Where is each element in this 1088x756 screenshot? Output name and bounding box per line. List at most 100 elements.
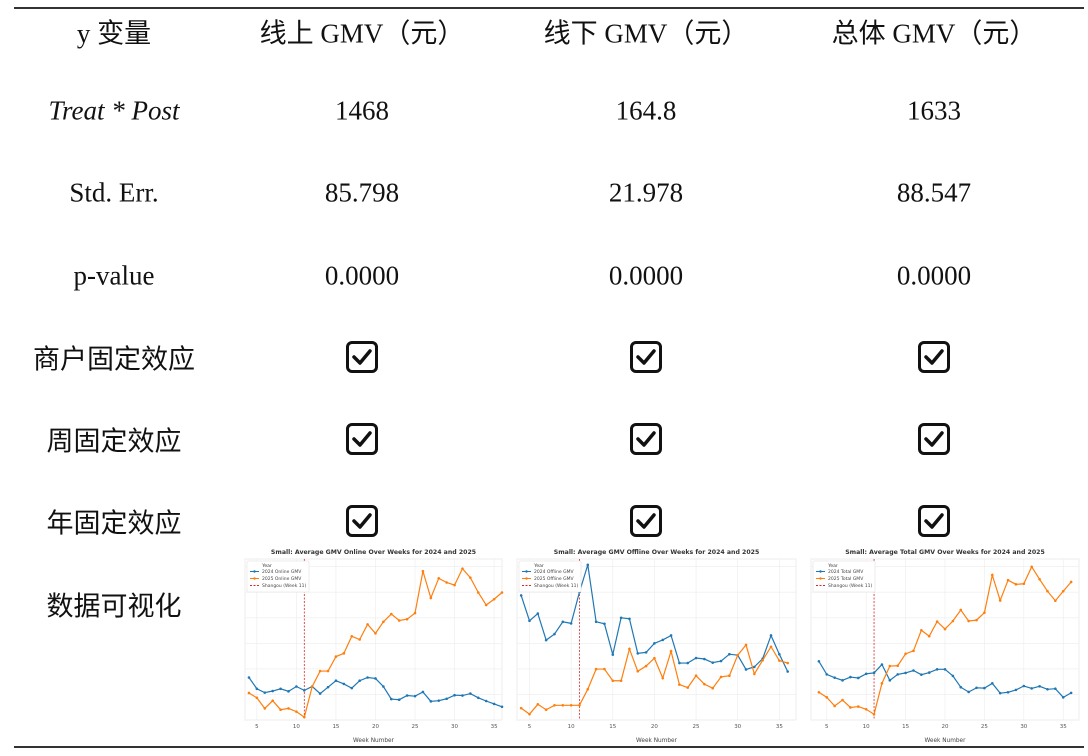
data-point	[358, 679, 361, 683]
data-point	[578, 704, 581, 707]
data-point	[619, 679, 623, 683]
data-point	[469, 692, 472, 695]
row-label: 数据可视化	[46, 591, 182, 622]
data-point	[661, 638, 665, 642]
data-point	[636, 652, 640, 655]
data-point	[318, 692, 322, 695]
data-point	[943, 627, 947, 631]
legend-box	[246, 560, 310, 593]
data-point	[644, 651, 648, 654]
data-point	[279, 687, 282, 691]
data-point	[569, 704, 573, 707]
data-point	[350, 686, 354, 690]
table-cell: 1468	[335, 95, 389, 126]
data-point	[753, 665, 756, 669]
data-point	[603, 667, 606, 671]
table-cell: 164.8	[615, 95, 677, 126]
data-point	[1069, 691, 1073, 695]
data-point	[544, 708, 548, 712]
checked-checkbox-icon	[918, 423, 950, 455]
data-point	[744, 668, 748, 671]
data-point	[951, 619, 955, 623]
data-point	[1014, 688, 1018, 692]
data-point	[263, 707, 267, 710]
data-point	[295, 685, 298, 688]
data-point	[453, 583, 456, 587]
data-point	[912, 669, 915, 672]
data-point	[864, 707, 868, 711]
data-point	[561, 620, 565, 624]
data-point	[445, 697, 448, 701]
data-point	[711, 661, 715, 664]
x-tick-label: 5	[825, 724, 829, 730]
data-point	[880, 682, 884, 685]
data-point	[476, 591, 480, 594]
x-axis-label: Week Number	[353, 738, 395, 744]
legend-label: 2025 Online GMV	[262, 576, 302, 582]
data-point	[263, 691, 267, 694]
data-point	[1022, 582, 1026, 586]
x-tick-label: 25	[981, 724, 988, 730]
data-point	[711, 686, 715, 690]
data-point	[628, 647, 631, 651]
data-point	[492, 597, 496, 601]
data-point	[896, 664, 900, 668]
data-point	[1054, 599, 1057, 603]
row-label: 周固定效应	[46, 426, 182, 457]
x-tick-label: 20	[651, 724, 658, 730]
data-point	[295, 710, 298, 713]
chart-title: Small: Average GMV Online Over Weeks for…	[271, 549, 476, 556]
table-cell: 0.0000	[896, 260, 972, 291]
data-point	[849, 706, 852, 709]
data-point	[904, 671, 907, 675]
data-point	[382, 620, 385, 624]
x-axis-label: Week Number	[924, 738, 966, 744]
line-chart: Small: Average Total GMV Over Weeks for …	[810, 549, 1080, 744]
data-point	[1061, 696, 1065, 699]
data-point	[856, 676, 860, 680]
legend-label: Shangou (Week 11)	[828, 583, 872, 589]
data-point	[703, 657, 706, 661]
column-header: 线上 GMV（元）	[259, 18, 465, 49]
table-cell: 0.0000	[324, 260, 400, 291]
data-point	[437, 699, 441, 702]
legend-box	[518, 560, 582, 593]
data-point	[619, 616, 623, 620]
data-point	[778, 659, 781, 662]
data-point	[959, 608, 963, 612]
data-point	[975, 686, 978, 690]
data-point	[484, 603, 488, 607]
data-point	[983, 686, 986, 690]
data-point	[686, 661, 690, 665]
data-point	[528, 712, 531, 716]
checked-checkbox-icon	[346, 341, 378, 373]
data-point	[778, 652, 781, 656]
data-point	[661, 676, 665, 680]
table-cell: 88.547	[896, 177, 972, 208]
chart-total-gmv: Small: Average Total GMV Over Weeks for …	[807, 545, 1082, 745]
data-point	[1014, 583, 1018, 586]
data-point	[990, 682, 994, 685]
data-point	[653, 642, 656, 645]
data-point	[334, 679, 338, 683]
x-axis-label: Week Number	[636, 738, 678, 744]
legend-marker	[525, 577, 528, 580]
legend-label: 2025 Offline GMV	[534, 576, 574, 582]
data-point	[896, 673, 900, 676]
row-label: Std. Err.	[69, 177, 159, 208]
data-point	[429, 596, 433, 600]
data-point	[461, 694, 464, 697]
legend-marker	[819, 570, 822, 573]
data-point	[374, 677, 377, 680]
data-point	[694, 656, 698, 660]
data-point	[519, 706, 523, 710]
x-tick-label: 25	[412, 724, 419, 730]
data-point	[841, 679, 844, 682]
data-point	[833, 676, 836, 679]
data-point	[429, 700, 433, 703]
data-point	[1061, 589, 1065, 593]
legend-label: 2025 Total GMV	[828, 576, 864, 582]
data-point	[500, 591, 504, 594]
legend-label: 2024 Total GMV	[828, 569, 864, 575]
